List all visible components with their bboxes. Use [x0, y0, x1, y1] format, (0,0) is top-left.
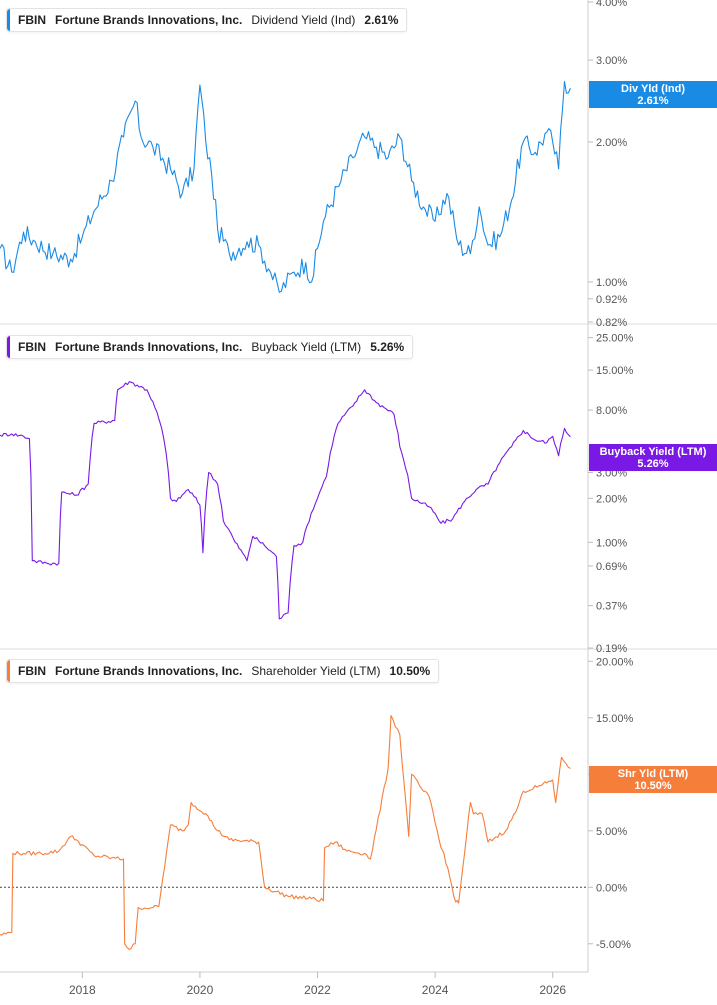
flag-value: 5.26% [637, 457, 669, 470]
legend-value: 5.26% [370, 340, 405, 354]
series-line [0, 381, 571, 620]
flag-label: Div Yld (Ind) [621, 82, 685, 95]
y-tick-label: 0.92% [596, 294, 627, 306]
flag-label: Shr Yld (LTM) [617, 767, 689, 780]
legend-metric: Buyback Yield (LTM) [251, 340, 362, 354]
y-tick-label: 0.00% [596, 882, 627, 894]
y-tick-label: 1.00% [596, 537, 627, 549]
y-tick-label: 8.00% [596, 405, 627, 417]
y-tick-label: 25.00% [596, 333, 634, 345]
legend-metric: Dividend Yield (Ind) [251, 13, 356, 27]
y-tick-label: 15.00% [596, 365, 634, 377]
legend-company: Fortune Brands Innovations, Inc. [55, 664, 243, 678]
legend-ticker: FBIN [18, 340, 46, 354]
y-tick-label: 15.00% [596, 713, 634, 725]
y-tick-label: 5.00% [596, 826, 627, 838]
legend-color-swatch [7, 336, 10, 358]
legend-ticker: FBIN [18, 664, 46, 678]
legend-ticker: FBIN [18, 13, 46, 27]
y-tick-label: 2.00% [596, 137, 627, 149]
x-tick-label: 2024 [422, 983, 449, 997]
series-line [0, 714, 571, 950]
legend-value: 10.50% [389, 664, 431, 678]
legend-shareholder-yield: FBIN Fortune Brands Innovations, Inc. Sh… [6, 659, 440, 683]
last-value-flag-dividend: Div Yld (Ind) 2.61% [589, 81, 717, 108]
y-tick-label: -5.00% [596, 939, 631, 951]
legend-value: 2.61% [364, 13, 399, 27]
legend-buyback-yield: FBIN Fortune Brands Innovations, Inc. Bu… [6, 335, 414, 359]
x-tick-label: 2026 [539, 983, 566, 997]
legend-dividend-yield: FBIN Fortune Brands Innovations, Inc. Di… [6, 8, 408, 32]
y-tick-label: 0.19% [596, 643, 627, 655]
last-value-flag-buyback: Buyback Yield (LTM) 5.26% [589, 444, 717, 471]
y-tick-label: 4.00% [596, 0, 627, 9]
y-tick-label: 20.00% [596, 656, 634, 668]
flag-label: Buyback Yield (LTM) [599, 445, 707, 458]
legend-color-swatch [7, 9, 10, 31]
y-tick-label: 0.69% [596, 561, 627, 573]
y-tick-label: 1.00% [596, 277, 627, 289]
y-tick-label: 2.00% [596, 493, 627, 505]
flag-value: 2.61% [637, 94, 669, 107]
x-tick-label: 2022 [304, 983, 331, 997]
y-tick-label: 3.00% [596, 55, 627, 67]
last-value-flag-shareholder: Shr Yld (LTM) 10.50% [589, 766, 717, 793]
legend-color-swatch [7, 660, 10, 682]
x-tick-label: 2018 [69, 983, 96, 997]
legend-company: Fortune Brands Innovations, Inc. [55, 340, 243, 354]
x-tick-label: 2020 [187, 983, 214, 997]
legend-metric: Shareholder Yield (LTM) [251, 664, 381, 678]
y-tick-label: 0.37% [596, 601, 627, 613]
series-line [0, 80, 571, 293]
flag-value: 10.50% [634, 779, 672, 792]
y-tick-label: 0.82% [596, 317, 627, 329]
legend-company: Fortune Brands Innovations, Inc. [55, 13, 243, 27]
